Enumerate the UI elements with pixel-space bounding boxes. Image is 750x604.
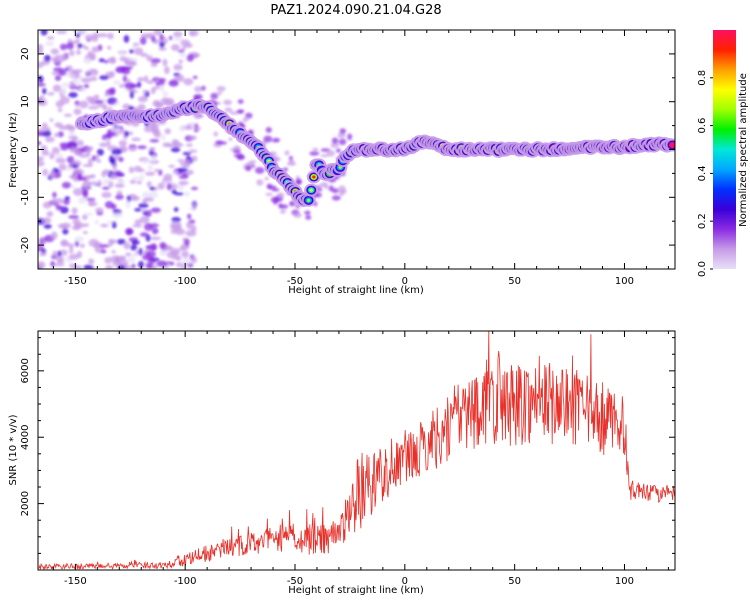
x-tick-label: -100 [174, 276, 197, 287]
x-tick-label: -150 [64, 276, 87, 287]
snr-x-axis-label: Height of straight line (km) [288, 585, 424, 596]
spectrogram-y-ticks: -20 -10 0 10 20 [20, 29, 675, 270]
x-tick-label: 100 [615, 276, 634, 287]
figure-title: PAZ1.2024.090.21.04.G28 [270, 3, 441, 18]
y-tick-label: 2000 [20, 491, 31, 516]
spectrogram-x-ticks: -150 -100 -50 0 50 100 [52, 30, 669, 287]
y-tick-label: 0 [20, 146, 31, 152]
spectrogram-ridge [74, 98, 675, 208]
x-tick-label: -100 [174, 576, 197, 587]
y-tick-label: -10 [20, 189, 31, 205]
snr-y-axis-label: SNR (10 * v/v) [8, 414, 19, 485]
colorbar-tick-label: 0.6 [697, 118, 708, 134]
colorbar-label: Normalized spectral amplitude [738, 73, 749, 227]
x-tick-label: -150 [64, 576, 87, 587]
colorbar-tick-label: 0.4 [697, 165, 708, 181]
y-tick-label: -20 [20, 237, 31, 253]
x-tick-label: -50 [287, 576, 303, 587]
x-tick-label: 50 [508, 276, 521, 287]
colorbar: 0.0 0.2 0.4 0.6 0.8 Normalized spectral ampl… [697, 30, 749, 277]
y-tick-label: 4000 [20, 424, 31, 449]
snr-x-ticks: -150 -100 -50 0 50 100 [52, 331, 669, 587]
snr-frame [37, 330, 676, 571]
y-tick-label: 20 [20, 48, 31, 61]
snr-series-line [38, 331, 675, 570]
colorbar-tick-label: 0.8 [697, 70, 708, 86]
x-tick-label: 50 [508, 576, 521, 587]
x-tick-label: 0 [402, 276, 408, 287]
snr-panel: -150 -100 -50 0 50 100 2000 4000 6000 Height of… [8, 330, 676, 596]
spectrogram-y-axis-label: Frequency (Hz) [8, 112, 19, 188]
colorbar-tick-label: 0.2 [697, 213, 708, 229]
y-tick-label: 6000 [20, 358, 31, 383]
snr-y-ticks: 2000 4000 6000 [20, 337, 675, 571]
colorbar-tick-label: 0.0 [697, 261, 708, 277]
spectrogram-x-axis-label: Height of straight line (km) [288, 285, 424, 296]
x-tick-label: 100 [615, 576, 634, 587]
spectrogram-noise [38, 30, 353, 269]
spectrogram-heatmap [38, 30, 675, 269]
x-tick-label: 0 [402, 576, 408, 587]
colorbar-gradient [713, 30, 736, 269]
colorbar-ticks: 0.0 0.2 0.4 0.6 0.8 [697, 70, 713, 277]
x-tick-label: -50 [287, 276, 303, 287]
y-tick-label: 10 [20, 95, 31, 108]
